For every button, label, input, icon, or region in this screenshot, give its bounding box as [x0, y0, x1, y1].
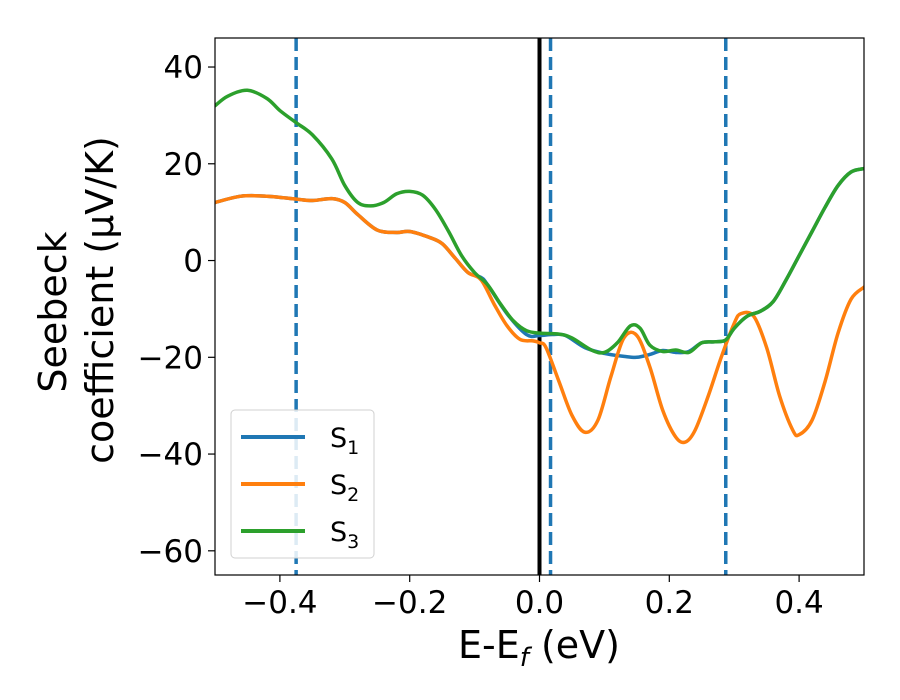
- y-tick-label: 0: [183, 244, 203, 280]
- seebeck-chart: −0.4 −0.2 0.0 0.2 0.4 40 20 0 −20 −40 −60 E-Ef (e…: [0, 0, 900, 700]
- x-axis-ticks: −0.4 −0.2 0.0 0.2 0.4: [242, 575, 823, 621]
- y-axis-label-line1: Seebeck: [31, 231, 75, 392]
- x-tick-label: −0.4: [242, 585, 317, 621]
- y-tick-label: −60: [138, 534, 203, 570]
- y-tick-label: 40: [164, 50, 203, 86]
- y-axis-label: Seebeck coefficient (μV/K): [31, 136, 122, 464]
- y-tick-label: −40: [138, 437, 203, 473]
- x-tick-label: 0.0: [515, 585, 564, 621]
- y-tick-label: 20: [164, 147, 203, 183]
- x-axis-label-unit: (eV): [529, 623, 620, 667]
- y-axis-label-line2: coefficient (μV/K): [78, 136, 122, 464]
- x-axis-label-main: E-E: [458, 623, 520, 667]
- x-tick-label: 0.2: [645, 585, 694, 621]
- y-tick-label: −20: [138, 340, 203, 376]
- y-axis-ticks: 40 20 0 −20 −40 −60: [138, 50, 215, 570]
- x-tick-label: 0.4: [774, 585, 823, 621]
- x-axis-label: E-Ef (eV): [458, 623, 620, 673]
- x-tick-label: −0.2: [372, 585, 447, 621]
